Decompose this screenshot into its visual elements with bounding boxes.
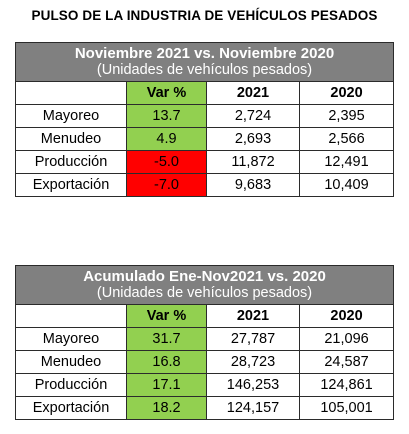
row-label: Mayoreo [15, 104, 127, 128]
var-cell: -5.0 [126, 150, 207, 174]
value-2021: 27,787 [206, 327, 300, 351]
table-row: Menudeo 16.8 28,723 24,587 [15, 350, 395, 374]
column-header-empty [15, 81, 127, 105]
table-row: Exportación 18.2 124,157 105,001 [15, 396, 395, 420]
table-row: Mayoreo 13.7 2,724 2,395 [15, 104, 395, 128]
table-header: Noviembre 2021 vs. Noviembre 2020 (Unida… [14, 42, 395, 82]
var-cell: 17.1 [126, 373, 207, 397]
value-2020: 10,409 [298, 173, 395, 197]
column-header-var: Var % [126, 81, 207, 105]
table-row: Exportación -7.0 9,683 10,409 [15, 173, 395, 197]
row-label: Menudeo [15, 127, 127, 151]
table-row: Producción -5.0 11,872 12,491 [15, 150, 395, 174]
column-header-2021: 2021 [206, 81, 300, 105]
value-2021: 11,872 [206, 150, 300, 174]
column-header-empty [15, 304, 127, 328]
table-header-row: Acumulado Ene-Nov2021 vs. 2020 (Unidades… [14, 265, 395, 305]
value-2021: 124,157 [206, 396, 300, 420]
table-title: Acumulado Ene-Nov2021 vs. 2020 [83, 268, 326, 285]
value-2020: 2,566 [298, 127, 395, 151]
column-header-row: Var % 2021 2020 [15, 81, 395, 105]
var-cell: 13.7 [126, 104, 207, 128]
table-subtitle: (Unidades de vehículos pesados) [96, 62, 313, 78]
value-2020: 21,096 [298, 327, 395, 351]
value-2020: 12,491 [298, 150, 395, 174]
value-2021: 146,253 [206, 373, 300, 397]
var-cell: -7.0 [126, 173, 207, 197]
row-label: Exportación [15, 396, 127, 420]
row-label: Mayoreo [15, 327, 127, 351]
page-title: PULSO DE LA INDUSTRIA DE VEHÍCULOS PESAD… [31, 8, 378, 23]
table-header-row: Noviembre 2021 vs. Noviembre 2020 (Unida… [14, 42, 395, 82]
var-cell: 31.7 [126, 327, 207, 351]
var-cell: 18.2 [126, 396, 207, 420]
table-row: Producción 17.1 146,253 124,861 [15, 373, 395, 397]
column-header-2021: 2021 [206, 304, 300, 328]
value-2021: 9,683 [206, 173, 300, 197]
value-2020: 2,395 [298, 104, 395, 128]
value-2021: 28,723 [206, 350, 300, 374]
cumulative-comparison-table: Acumulado Ene-Nov2021 vs. 2020 (Unidades… [14, 265, 395, 420]
value-2020: 105,001 [298, 396, 395, 420]
row-label: Exportación [15, 173, 127, 197]
value-2020: 24,587 [298, 350, 395, 374]
table-subtitle: (Unidades de vehículos pesados) [96, 285, 313, 301]
row-label: Menudeo [15, 350, 127, 374]
table-title: Noviembre 2021 vs. Noviembre 2020 [74, 45, 335, 62]
table-row: Mayoreo 31.7 27,787 21,096 [15, 327, 395, 351]
row-label: Producción [15, 373, 127, 397]
column-header-row: Var % 2021 2020 [15, 304, 395, 328]
value-2020: 124,861 [298, 373, 395, 397]
column-header-2020: 2020 [298, 81, 395, 105]
value-2021: 2,724 [206, 104, 300, 128]
column-header-2020: 2020 [298, 304, 395, 328]
table-header: Acumulado Ene-Nov2021 vs. 2020 (Unidades… [14, 265, 395, 305]
var-cell: 16.8 [126, 350, 207, 374]
column-header-var: Var % [126, 304, 207, 328]
row-label: Producción [15, 150, 127, 174]
table-row: Menudeo 4.9 2,693 2,566 [15, 127, 395, 151]
value-2021: 2,693 [206, 127, 300, 151]
var-cell: 4.9 [126, 127, 207, 151]
monthly-comparison-table: Noviembre 2021 vs. Noviembre 2020 (Unida… [14, 42, 395, 197]
